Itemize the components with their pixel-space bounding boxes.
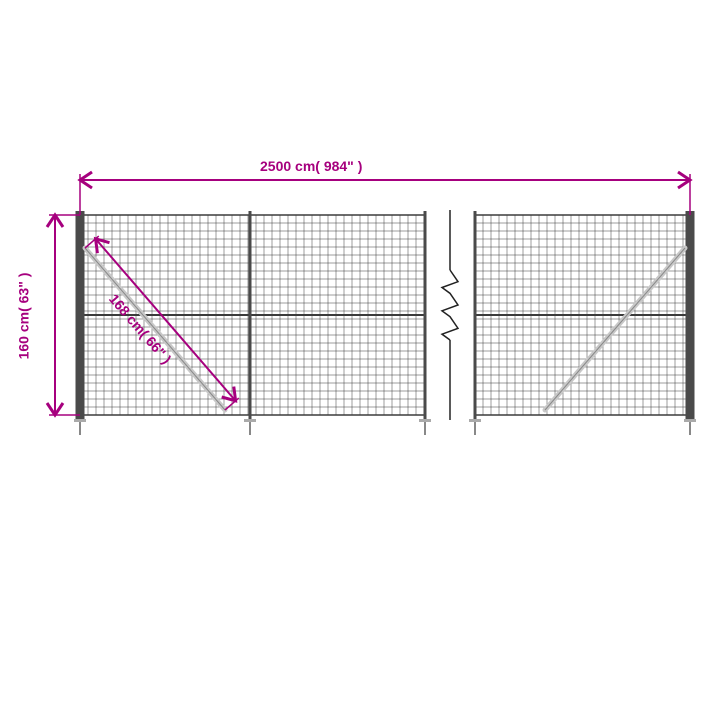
height-dimension-label: 160 cm( 63" ) <box>15 273 31 360</box>
fence-diagram <box>0 0 720 720</box>
width-dimension-label: 2500 cm( 984" ) <box>260 158 362 174</box>
